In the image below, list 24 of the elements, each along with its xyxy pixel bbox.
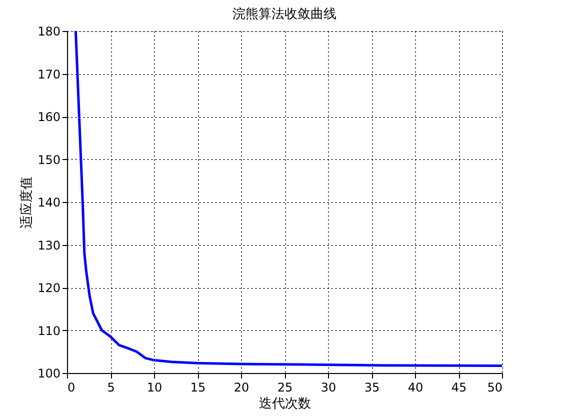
y-tick-label: 110	[38, 324, 60, 338]
chart-title: 浣熊算法收敛曲线	[232, 7, 336, 22]
y-axis-title: 适应度值	[18, 176, 35, 228]
x-axis-title: 迭代次数	[259, 396, 311, 412]
x-tick-label: 0	[68, 380, 76, 394]
y-tick-label: 150	[38, 152, 60, 167]
line-series	[74, 31, 502, 367]
x-tick-label: 25	[277, 380, 293, 394]
x-tick-label: 10	[146, 380, 162, 394]
x-tick-label: 50	[487, 380, 502, 394]
x-tick-label: 5	[107, 380, 115, 394]
y-tick-label: 180	[38, 24, 60, 38]
y-tick-label: 100	[38, 366, 60, 380]
x-tick-label: 20	[234, 380, 250, 394]
y-tick-label: 140	[38, 196, 60, 210]
y-tick-label: 120	[38, 281, 60, 295]
x-tick-label: 40	[408, 380, 424, 394]
x-tick-label: 35	[364, 380, 380, 394]
x-tick-label: 45	[451, 380, 467, 394]
y-tick-label: 160	[38, 110, 60, 124]
x-tick-label: 15	[190, 380, 206, 394]
x-tick-label: 30	[320, 380, 336, 394]
y-tick-label: 130	[38, 238, 60, 252]
y-tick-label: 170	[38, 67, 60, 82]
